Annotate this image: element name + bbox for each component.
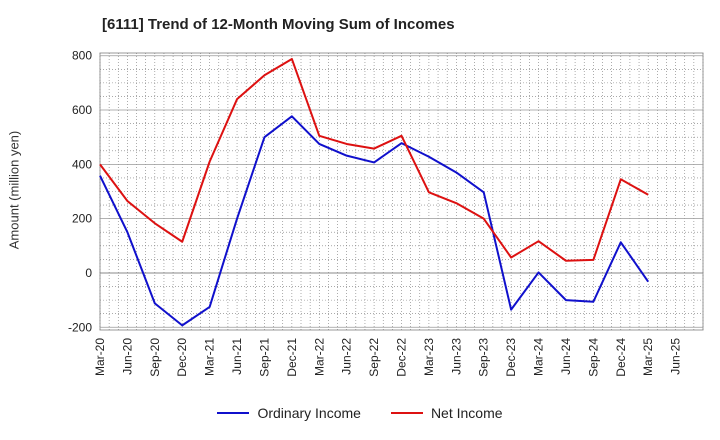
x-tick-label: Dec-21 — [285, 338, 299, 377]
y-tick-label: 800 — [72, 49, 92, 63]
legend-label-ordinary-income: Ordinary Income — [257, 405, 361, 421]
x-tick-label: Jun-25 — [669, 338, 683, 375]
x-tick-label: Mar-23 — [422, 338, 436, 376]
x-tick-label: Dec-24 — [614, 338, 628, 377]
x-tick-label: Mar-24 — [532, 338, 546, 376]
legend-swatch-ordinary-income — [217, 412, 250, 414]
x-tick-label: Mar-25 — [641, 338, 655, 376]
y-tick-label: 400 — [72, 157, 92, 171]
x-tick-label: Jun-24 — [559, 338, 573, 375]
x-tick-label: Dec-23 — [504, 338, 518, 377]
x-tick-label: Sep-20 — [148, 338, 162, 377]
x-tick-label: Sep-21 — [257, 338, 271, 377]
chart-title: [6111] Trend of 12-Month Moving Sum of I… — [102, 16, 455, 33]
x-tick-label: Jun-22 — [340, 338, 354, 375]
series-line-ordinary-income — [99, 115, 650, 327]
legend: Ordinary Income Net Income — [0, 405, 720, 421]
x-tick-label: Jun-21 — [230, 338, 244, 375]
x-tick-label: Dec-22 — [395, 338, 409, 377]
x-tick-label: Mar-22 — [312, 338, 326, 376]
y-tick-label: 600 — [72, 103, 92, 117]
x-tick-label: Sep-23 — [477, 338, 491, 377]
x-tick-label: Mar-20 — [93, 338, 107, 376]
y-tick-label: 0 — [85, 266, 92, 280]
legend-label-net-income: Net Income — [430, 405, 503, 421]
y-tick-label: 200 — [72, 212, 92, 226]
legend-item-ordinary-income: Ordinary Income — [217, 405, 361, 421]
x-tick-label: Jun-23 — [449, 338, 463, 375]
series-line-net-income — [99, 57, 649, 262]
x-tick-label: Sep-22 — [367, 338, 381, 377]
x-tick-label: Jun-20 — [120, 338, 134, 375]
x-tick-label: Dec-20 — [175, 338, 189, 377]
legend-item-net-income: Net Income — [390, 405, 503, 421]
y-tick-label: -200 — [68, 320, 92, 334]
x-tick-label: Sep-24 — [586, 338, 600, 377]
x-tick-label: Mar-21 — [203, 338, 217, 376]
legend-swatch-net-income — [390, 412, 423, 414]
